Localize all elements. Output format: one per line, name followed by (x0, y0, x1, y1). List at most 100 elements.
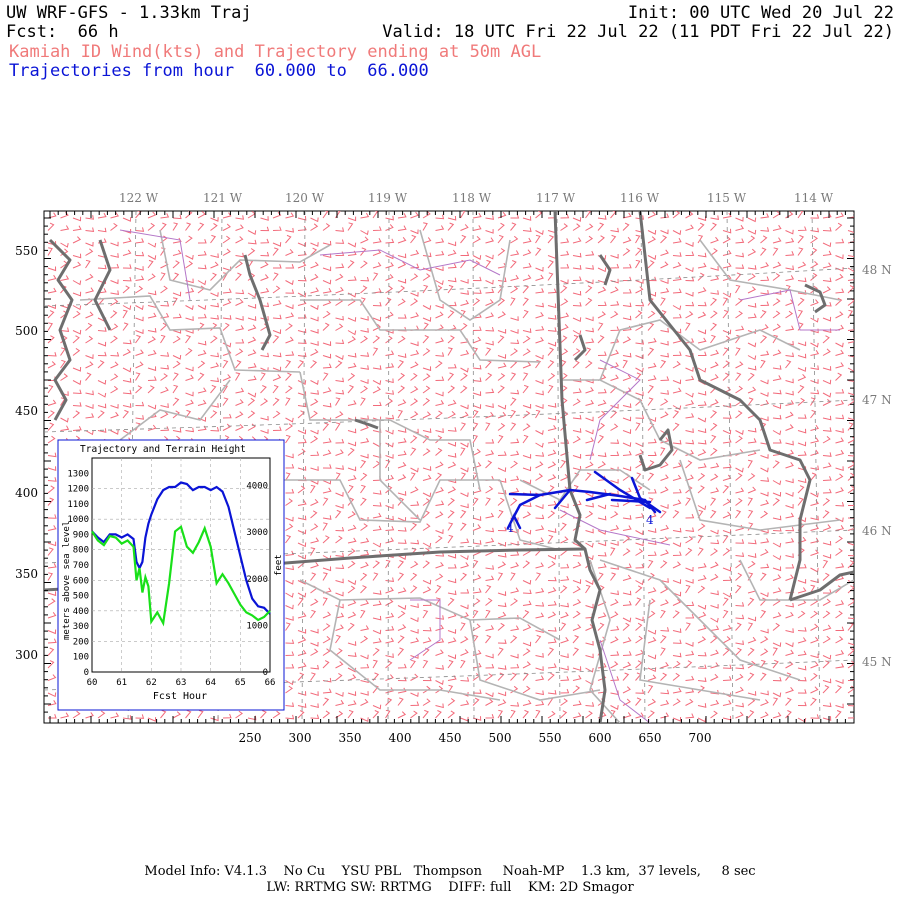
wind-barb (810, 549, 819, 556)
wind-barb (760, 477, 770, 482)
wind-barb (522, 372, 529, 381)
wind-barb (722, 329, 732, 335)
wind-barb (810, 424, 819, 431)
wind-barb (297, 380, 307, 385)
wind-barb (497, 572, 504, 581)
wind-barb (610, 709, 616, 719)
wind-barb (647, 260, 655, 269)
wind-barb (772, 460, 780, 469)
wind-barb (647, 460, 655, 469)
wind-barb (772, 642, 782, 648)
inset-left-tick: 100 (73, 653, 89, 663)
wind-barb (747, 303, 757, 308)
wind-barb (360, 497, 367, 506)
wind-barb (560, 710, 568, 719)
wind-barb (535, 628, 544, 633)
wind-barb (322, 710, 331, 719)
wind-barb (385, 709, 391, 719)
wind-barb (710, 334, 716, 344)
wind-barb (335, 339, 345, 345)
wind-barb (785, 275, 795, 281)
wind-barb (660, 662, 669, 669)
wind-barb (735, 497, 743, 506)
wind-barb (110, 310, 118, 319)
wind-barb (535, 514, 545, 520)
wind-barb (697, 505, 707, 511)
wind-barb (235, 289, 245, 295)
wind-barb (772, 659, 779, 669)
terrain-height-line (91, 524, 271, 627)
wind-barb (572, 700, 582, 706)
wind-barb (85, 430, 94, 436)
wind-barb (360, 550, 370, 556)
wind-barb (710, 215, 719, 221)
wind-barb (197, 222, 205, 231)
wind-barb (435, 665, 445, 670)
wind-barb (835, 372, 843, 381)
wind-barb (122, 348, 132, 356)
wind-barb (597, 515, 607, 521)
wind-barb (710, 248, 718, 256)
wind-barb (310, 648, 319, 656)
wind-barb (735, 216, 744, 222)
wind-barb (47, 497, 55, 506)
wind-barb (797, 587, 807, 594)
wind-barb (585, 285, 593, 294)
wind-barb (797, 717, 807, 723)
wind-barb (347, 548, 356, 556)
wind-barb (322, 611, 332, 619)
wind-barb (722, 647, 730, 656)
wind-barb (635, 580, 644, 586)
wind-barb (422, 492, 432, 498)
wind-barb (560, 676, 570, 681)
wind-barb (447, 277, 457, 283)
wind-barb (810, 272, 818, 281)
wind-barb (297, 636, 307, 644)
wind-barb (810, 672, 818, 681)
wind-barb (435, 597, 441, 606)
wind-barb (260, 216, 269, 221)
wind-barb (385, 429, 394, 435)
wind-barb (835, 449, 845, 456)
wind-barb (747, 622, 754, 631)
wind-barb (547, 303, 557, 309)
wind-barb (110, 430, 119, 435)
inset-left-tick: 200 (73, 637, 89, 647)
wind-barb (247, 336, 257, 344)
wind-barb (822, 554, 832, 559)
wind-barb (835, 636, 844, 644)
wind-barb (635, 422, 641, 431)
wind-barb (597, 563, 607, 569)
wind-barb (460, 589, 470, 594)
wind-barb (472, 497, 479, 506)
wind-barb (197, 372, 205, 381)
wind-barb (572, 237, 582, 244)
wind-barb (285, 498, 293, 506)
wind-barb (560, 602, 570, 608)
wind-barb (572, 666, 582, 671)
wind-barb (385, 660, 393, 669)
wind-barb (847, 367, 854, 372)
wind-barb (47, 222, 55, 231)
wind-barb (847, 555, 854, 557)
wind-barb (760, 399, 770, 406)
inset-right-tick: 4000 (246, 482, 268, 492)
wind-barb (585, 347, 592, 356)
wind-barb (172, 397, 180, 406)
wind-barb (335, 355, 344, 360)
wind-barb (772, 375, 782, 381)
wind-barb (635, 548, 644, 556)
wind-barb (760, 538, 770, 544)
wind-barb (322, 240, 332, 246)
wind-barb (660, 447, 666, 456)
wind-barb (347, 580, 357, 586)
wind-barb (235, 338, 245, 344)
wind-barb (297, 402, 307, 408)
lon-label: 122 W (119, 191, 159, 205)
wind-barb (710, 275, 720, 281)
wind-barb (397, 555, 407, 560)
wind-barb (522, 624, 532, 631)
wind-barb (797, 579, 807, 584)
wind-barb (547, 425, 557, 431)
wind-barb (760, 510, 769, 519)
